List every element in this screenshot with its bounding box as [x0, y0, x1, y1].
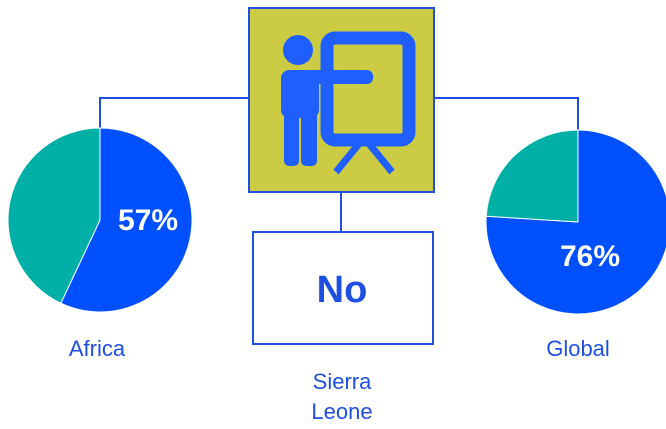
- pie-label: Africa: [69, 336, 126, 361]
- country: Leone: [311, 399, 372, 424]
- connector: [99, 97, 248, 128]
- leg: [284, 110, 299, 166]
- pie-slice: [60, 127, 193, 313]
- answer-box: [252, 231, 434, 345]
- value-label: 57%: [118, 204, 178, 237]
- value-label: 76%: [560, 240, 620, 273]
- connectors: [99, 97, 579, 232]
- connector: [434, 97, 579, 130]
- pie-label: Global: [546, 336, 610, 361]
- pie-slice: [7, 127, 101, 304]
- arm: [305, 70, 373, 84]
- answer: No: [317, 269, 368, 311]
- presenter-icon: [281, 31, 416, 175]
- pie-slice: [485, 129, 579, 223]
- leg: [301, 110, 317, 166]
- head: [283, 35, 313, 65]
- easel: [333, 137, 395, 175]
- country: Sierra: [313, 369, 372, 394]
